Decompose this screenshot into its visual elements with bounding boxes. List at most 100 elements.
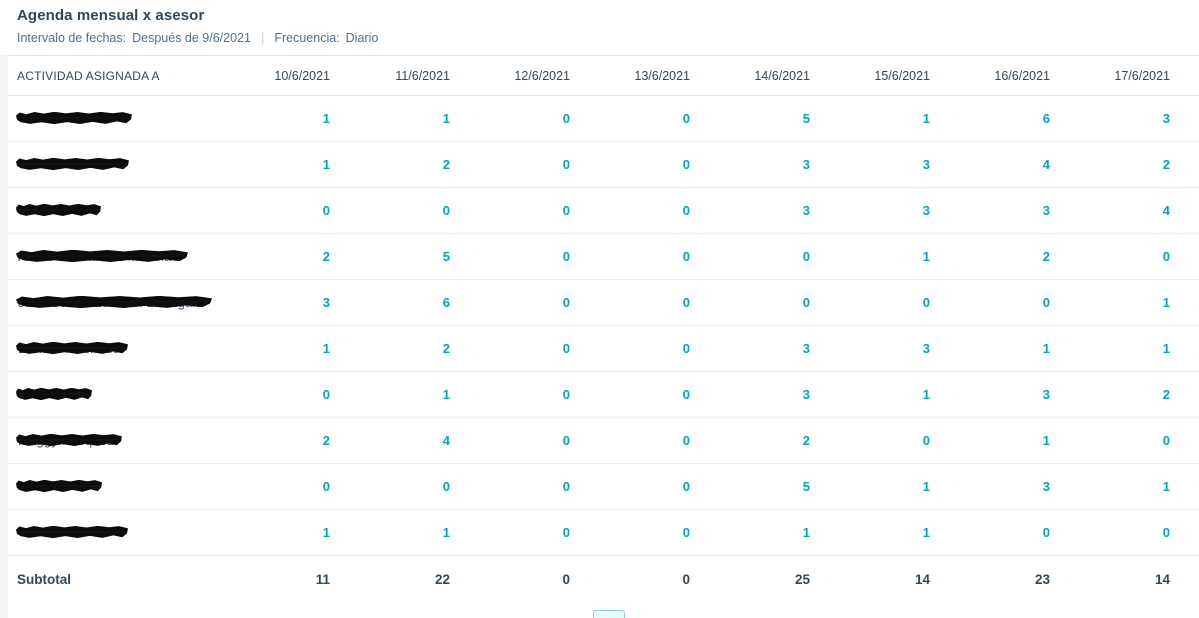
activity-count-cell[interactable]: 0 xyxy=(570,463,690,510)
activity-count-cell[interactable]: 5 xyxy=(330,233,450,280)
activity-count-cell[interactable]: 1 xyxy=(330,95,450,142)
activity-count-cell[interactable]: 3 xyxy=(930,463,1050,510)
activity-count-cell[interactable]: 5 xyxy=(690,95,810,142)
activity-count-cell[interactable]: 1 xyxy=(810,509,930,556)
activity-count-cell[interactable]: 3 xyxy=(690,187,810,234)
activity-count-cell[interactable]: 0 xyxy=(570,325,690,372)
activity-count-cell[interactable]: 3 xyxy=(810,187,930,234)
column-header-date[interactable]: 16/6/2021 xyxy=(930,55,1050,96)
activity-count-cell[interactable]: 0 xyxy=(570,279,690,326)
redaction-scribble xyxy=(16,295,212,309)
redaction-scribble xyxy=(16,157,129,171)
column-header-date[interactable]: 11/6/2021 xyxy=(330,55,450,96)
activity-count-cell[interactable]: 0 xyxy=(330,187,450,234)
activity-count-cell[interactable]: 3 xyxy=(690,371,810,418)
activity-count-cell[interactable]: 0 xyxy=(450,141,570,188)
activity-count-cell[interactable]: 3 xyxy=(930,187,1050,234)
activity-count-cell[interactable]: 4 xyxy=(930,141,1050,188)
activity-count-cell[interactable]: 0 xyxy=(450,509,570,556)
activity-count-cell[interactable]: 0 xyxy=(570,141,690,188)
activity-count-cell[interactable]: 0 xyxy=(450,187,570,234)
page-gutter xyxy=(0,55,8,618)
activity-count-cell[interactable]: 0 xyxy=(450,371,570,418)
activity-count-cell[interactable]: 2 xyxy=(330,141,450,188)
activity-count-cell[interactable]: 0 xyxy=(210,463,330,510)
activity-count-cell[interactable]: 0 xyxy=(1050,233,1170,280)
activity-count-cell[interactable]: 0 xyxy=(450,233,570,280)
activity-count-cell[interactable]: 1 xyxy=(210,509,330,556)
column-header-date[interactable]: 13/6/2021 xyxy=(570,55,690,96)
activity-count-cell[interactable]: 2 xyxy=(690,417,810,464)
activity-count-cell[interactable]: 0 xyxy=(690,279,810,326)
activity-count-cell[interactable]: 0 xyxy=(930,509,1050,556)
activity-count-cell[interactable]: 1 xyxy=(330,509,450,556)
activity-count-cell[interactable]: 0 xyxy=(570,371,690,418)
activity-count-cell[interactable]: 0 xyxy=(450,417,570,464)
activity-count-cell[interactable]: 0 xyxy=(450,279,570,326)
activity-count-cell[interactable]: 2 xyxy=(330,325,450,372)
redacted-name xyxy=(16,386,210,404)
activity-count-cell[interactable]: 1 xyxy=(210,141,330,188)
activity-count-cell[interactable]: 0 xyxy=(810,279,930,326)
activity-count-cell[interactable]: 3 xyxy=(690,141,810,188)
activity-count-cell[interactable]: 0 xyxy=(570,187,690,234)
column-header-date[interactable]: 12/6/2021 xyxy=(450,55,570,96)
row-spacer xyxy=(1170,417,1199,464)
activity-count-cell[interactable]: 2 xyxy=(210,417,330,464)
activity-count-cell[interactable]: 0 xyxy=(570,417,690,464)
column-header-date[interactable]: 15/6/2021 xyxy=(810,55,930,96)
activity-count-cell[interactable]: 0 xyxy=(810,417,930,464)
activity-count-cell[interactable]: 1 xyxy=(1050,325,1170,372)
activity-count-cell[interactable]: 0 xyxy=(930,279,1050,326)
activity-count-cell[interactable]: 5 xyxy=(690,463,810,510)
activity-count-cell[interactable]: 0 xyxy=(450,325,570,372)
activity-count-cell[interactable]: 0 xyxy=(1050,417,1170,464)
activity-count-cell[interactable]: 1 xyxy=(810,95,930,142)
activity-count-cell[interactable]: 1 xyxy=(690,509,810,556)
column-header-date[interactable]: 10/6/2021 xyxy=(210,55,330,96)
activity-count-cell[interactable]: 1 xyxy=(810,233,930,280)
activity-count-cell[interactable]: 1 xyxy=(210,95,330,142)
activity-count-cell[interactable]: 1 xyxy=(330,371,450,418)
activity-count-cell[interactable]: 6 xyxy=(930,95,1050,142)
activity-count-cell[interactable]: 0 xyxy=(570,233,690,280)
activity-count-cell[interactable]: 0 xyxy=(450,463,570,510)
activity-count-cell[interactable]: 2 xyxy=(1050,141,1170,188)
filter-separator: | xyxy=(260,30,265,45)
activity-count-cell[interactable]: 0 xyxy=(210,371,330,418)
activity-count-cell[interactable]: 1 xyxy=(810,371,930,418)
activity-count-cell[interactable]: 1 xyxy=(1050,279,1170,326)
redaction-scribble xyxy=(16,479,102,493)
activity-count-cell[interactable]: 3 xyxy=(1050,95,1170,142)
activity-count-cell[interactable]: 2 xyxy=(930,233,1050,280)
activity-count-cell[interactable]: 3 xyxy=(210,279,330,326)
activity-count-cell[interactable]: 0 xyxy=(690,233,810,280)
redacted-name xyxy=(16,110,210,128)
column-header-date[interactable]: 17/6/2021 xyxy=(1050,55,1170,96)
activity-count-cell[interactable]: 1 xyxy=(810,463,930,510)
activity-count-cell[interactable]: 0 xyxy=(570,509,690,556)
activity-count-cell[interactable]: 4 xyxy=(1050,187,1170,234)
activity-count-cell[interactable]: 3 xyxy=(810,141,930,188)
report-table-card: ACTIVIDAD ASIGNADA A 10/6/2021 11/6/2021 1… xyxy=(8,55,1199,604)
activity-count-cell[interactable]: 1 xyxy=(210,325,330,372)
activity-count-cell[interactable]: 0 xyxy=(210,187,330,234)
column-header-assignee[interactable]: ACTIVIDAD ASIGNADA A xyxy=(8,55,210,96)
activity-count-cell[interactable]: 6 xyxy=(330,279,450,326)
activity-count-cell[interactable]: 1 xyxy=(930,417,1050,464)
column-header-date[interactable]: 14/6/2021 xyxy=(690,55,810,96)
activity-count-cell[interactable]: 3 xyxy=(690,325,810,372)
activity-count-cell[interactable]: 2 xyxy=(1050,371,1170,418)
activity-count-cell[interactable]: 4 xyxy=(330,417,450,464)
activity-count-cell[interactable]: 0 xyxy=(450,95,570,142)
pagination-page-button[interactable] xyxy=(593,610,625,618)
activity-count-cell[interactable]: 0 xyxy=(570,95,690,142)
activity-count-cell[interactable]: 0 xyxy=(1050,509,1170,556)
activity-count-cell[interactable]: 3 xyxy=(810,325,930,372)
activity-count-cell[interactable]: 2 xyxy=(210,233,330,280)
activity-count-cell[interactable]: 1 xyxy=(1050,463,1170,510)
activity-count-cell[interactable]: 0 xyxy=(330,463,450,510)
activity-count-cell[interactable]: 1 xyxy=(930,325,1050,372)
activity-count-cell[interactable]: 3 xyxy=(930,371,1050,418)
